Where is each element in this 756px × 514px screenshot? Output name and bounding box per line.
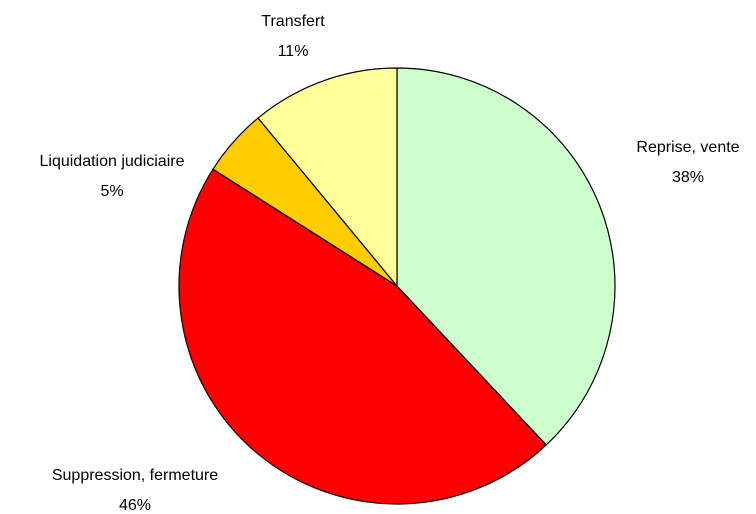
slice-label: Suppression, fermeture [52,467,218,484]
slice-label: Liquidation judiciaire [40,153,185,170]
slice-value-label: 38% [672,169,704,186]
slice-label: Reprise, vente [636,139,739,156]
slice-value-label: 46% [119,497,151,514]
pie-slice [257,67,398,288]
slice-value-label: 11% [278,43,309,60]
pie-slice [396,67,616,446]
slice-value-label: 5% [100,183,123,200]
pie-slice [178,168,548,505]
slice-label: Transfert [261,13,325,30]
